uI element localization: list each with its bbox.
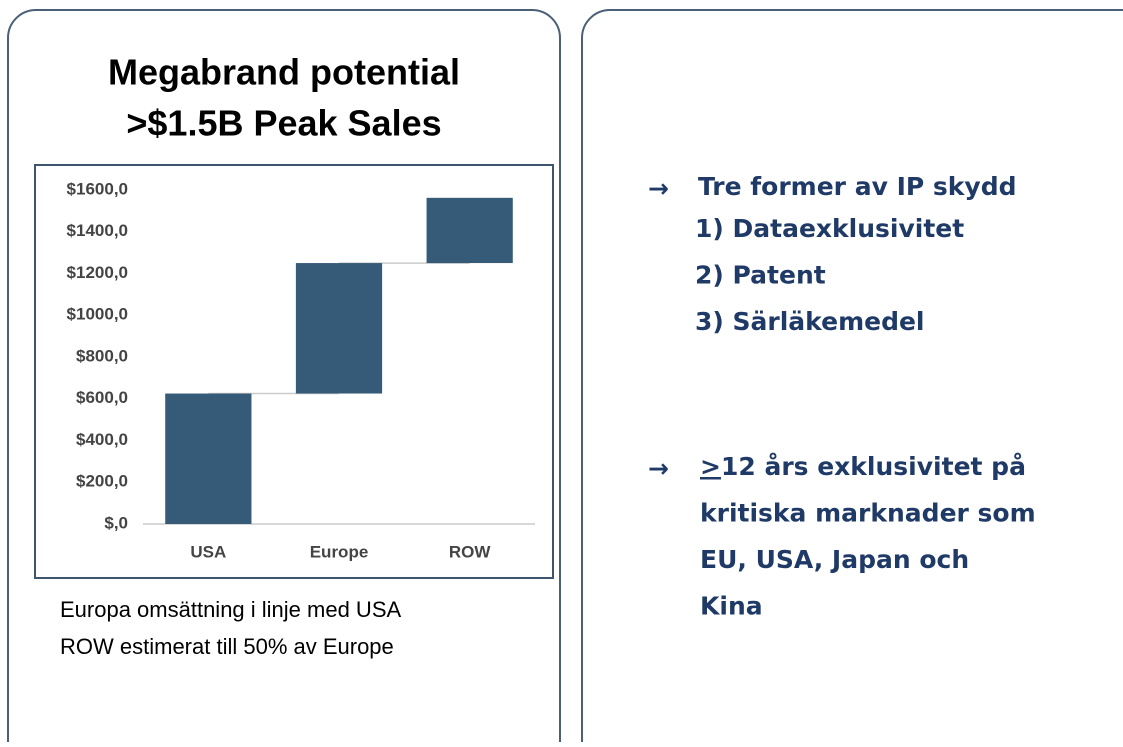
x-tick-label: Europe xyxy=(310,542,369,561)
left-panel xyxy=(7,9,561,747)
caption: ROW estimerat till 50% av Europe xyxy=(60,634,394,659)
bullet-text: >12 års exklusivitet på xyxy=(700,452,1026,481)
chart-frame xyxy=(34,164,554,579)
bullet-line: Kina xyxy=(700,592,763,621)
arrow: → xyxy=(648,454,669,483)
bar xyxy=(295,263,383,394)
caption: Europa omsättning i linje med USA xyxy=(60,597,401,622)
y-tick-label: $400,0 xyxy=(76,430,128,449)
bullet-item: 1) Dataexklusivitet xyxy=(695,214,964,243)
title: >$1.5B Peak Sales xyxy=(126,103,441,144)
bullet-line: kritiska marknader som xyxy=(700,499,1036,528)
bar xyxy=(426,197,513,264)
y-tick-label: $600,0 xyxy=(76,388,128,407)
y-tick-label: $1200,0 xyxy=(67,263,128,282)
underlined-prefix: > xyxy=(700,452,721,481)
bullet-item: 3) Särläkemedel xyxy=(695,307,925,336)
title: Megabrand potential xyxy=(108,52,460,93)
y-tick-label: $1000,0 xyxy=(67,305,128,324)
bar xyxy=(165,393,252,524)
bullet-heading: Tre former av IP skydd xyxy=(698,172,1017,201)
x-tick-label: ROW xyxy=(449,542,492,561)
y-tick-label: $,0 xyxy=(104,513,128,532)
y-tick-label: $1600,0 xyxy=(67,179,128,198)
arrow: → xyxy=(648,174,669,203)
y-tick-label: $200,0 xyxy=(76,472,128,491)
x-tick-label: USA xyxy=(190,542,226,561)
right-panel xyxy=(581,9,1123,747)
bullet-line: EU, USA, Japan och xyxy=(700,545,969,574)
y-tick-label: $1400,0 xyxy=(67,221,128,240)
bullet-item: 2) Patent xyxy=(695,261,826,290)
y-tick-label: $800,0 xyxy=(76,346,128,365)
bullet-line: 12 års exklusivitet på xyxy=(721,452,1026,481)
